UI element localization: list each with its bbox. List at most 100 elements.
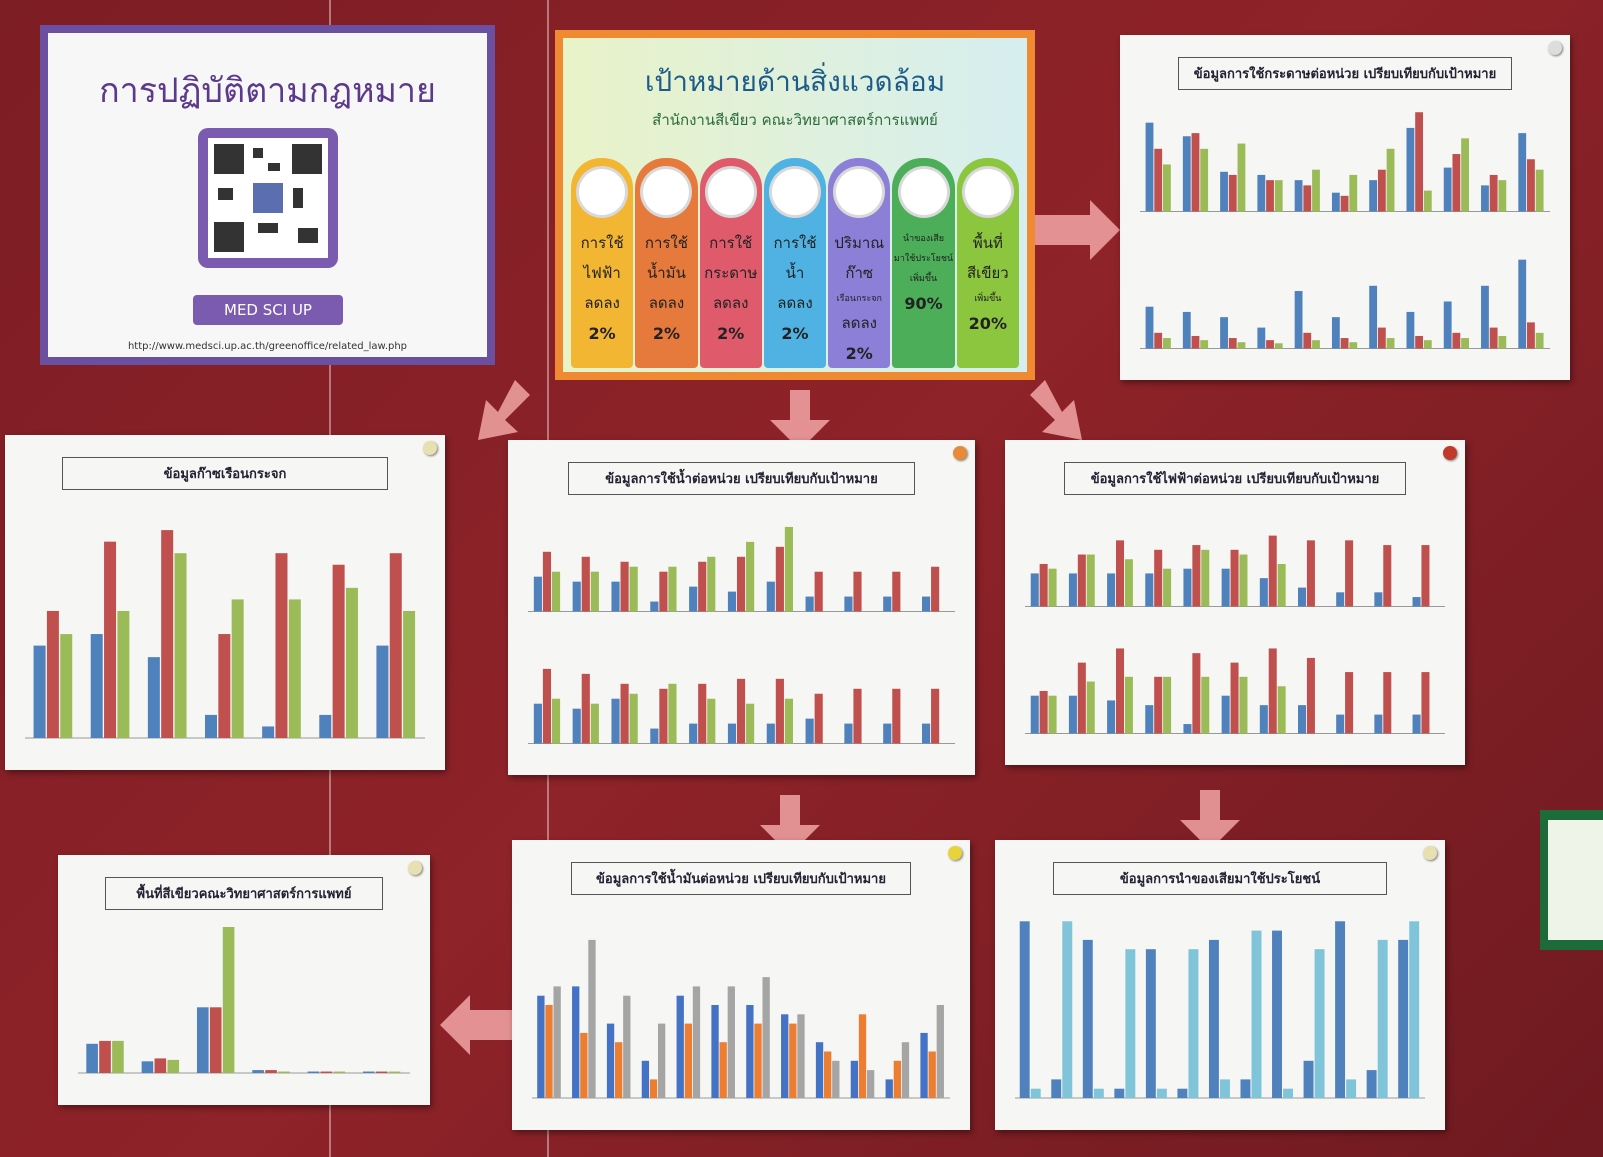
- bar: [658, 1024, 665, 1098]
- bar: [1266, 180, 1274, 211]
- goal-title: เป้าหมายด้านสิ่งแวดล้อม: [563, 38, 1027, 104]
- bar: [1192, 335, 1200, 348]
- goal-line: สีเขียว: [967, 261, 1009, 285]
- bar: [275, 553, 287, 738]
- goal-line: ไฟฟ้า: [584, 261, 621, 285]
- bar: [1312, 340, 1320, 348]
- bar: [289, 599, 301, 738]
- bar: [1177, 1089, 1187, 1098]
- bulletin-board: การปฏิบัติตามกฎหมาย MED SCI UP http://ww…: [0, 0, 1603, 1157]
- goal-line: ปริมาณ: [834, 231, 884, 255]
- bar: [746, 542, 754, 612]
- bar: [534, 703, 542, 743]
- bar: [1307, 540, 1315, 606]
- bar: [1421, 545, 1429, 606]
- bar: [1157, 1089, 1167, 1098]
- bar: [1490, 175, 1498, 212]
- pin: [1423, 846, 1437, 860]
- qr-title: การปฏิบัติตามกฎหมาย: [48, 33, 487, 117]
- bar: [1461, 338, 1469, 348]
- bar: [1083, 940, 1093, 1098]
- bar: [1260, 705, 1268, 733]
- bar: [922, 723, 930, 743]
- bar: [1298, 705, 1306, 733]
- bar: [623, 996, 630, 1098]
- bar: [1278, 686, 1286, 733]
- bar: [1295, 291, 1303, 348]
- bar: [91, 634, 103, 738]
- bar: [167, 1060, 179, 1073]
- bar: [1415, 335, 1423, 348]
- bar: [1087, 681, 1095, 733]
- qr-badge: MED SCI UP: [193, 295, 343, 325]
- paper: ข้อมูลการใช้น้ำมันต่อหน่วย เปรียบเทียบกั…: [512, 840, 970, 1130]
- bar: [1345, 540, 1353, 606]
- goal-line: ลดลง: [713, 291, 748, 315]
- paper-title: ข้อมูลการนำของเสียมาใช้ประโยชน์: [1053, 862, 1387, 895]
- bar: [1229, 175, 1237, 212]
- goal-line: น้ำมัน: [647, 261, 686, 285]
- bar: [902, 1042, 909, 1098]
- bar: [1116, 540, 1124, 606]
- goal-icon: [769, 166, 821, 218]
- bar: [853, 572, 861, 612]
- bar: [1407, 311, 1415, 348]
- bar: [815, 693, 823, 743]
- bar: [1398, 940, 1408, 1098]
- bar: [573, 708, 581, 743]
- bar: [1220, 172, 1228, 212]
- bar: [1260, 578, 1268, 606]
- bar: [333, 1072, 345, 1073]
- goal-line: นำของเสีย: [903, 231, 944, 245]
- bar: [650, 602, 658, 612]
- bar-chart: [1140, 234, 1550, 361]
- bar: [1307, 657, 1315, 733]
- bar: [1220, 317, 1228, 348]
- bar: [1239, 555, 1247, 607]
- bar-chart: [1025, 629, 1445, 746]
- bar: [1378, 170, 1386, 212]
- bar: [668, 683, 676, 743]
- bar: [175, 553, 187, 738]
- bar: [1049, 569, 1057, 607]
- bar: [278, 1072, 290, 1073]
- qr-code: [198, 128, 338, 268]
- bar-chart: [532, 902, 950, 1110]
- bar: [1536, 170, 1544, 212]
- bar: [1349, 342, 1357, 348]
- bar: [252, 1070, 264, 1073]
- bar: [1087, 555, 1095, 607]
- bar: [1269, 536, 1277, 607]
- bar-chart: [25, 497, 425, 750]
- bar: [816, 1042, 823, 1098]
- bar: [1369, 180, 1377, 211]
- bar: [1490, 327, 1498, 348]
- bar: [543, 552, 551, 612]
- bar: [1229, 338, 1237, 348]
- goal-target: 2%: [653, 324, 680, 343]
- bar: [1527, 159, 1535, 211]
- bar: [1222, 695, 1230, 733]
- bar: [319, 715, 331, 738]
- bar: [922, 597, 930, 612]
- goal-line: การใช้: [773, 231, 816, 255]
- bar: [553, 986, 560, 1098]
- bar: [659, 572, 667, 612]
- bar: [1154, 332, 1162, 348]
- bar-chart: [78, 917, 410, 1085]
- bar: [1163, 569, 1171, 607]
- bar: [920, 1033, 927, 1098]
- bar: [1452, 154, 1460, 211]
- goal-line: น้ำ: [786, 261, 805, 285]
- bar: [321, 1072, 333, 1073]
- bar: [659, 688, 667, 743]
- bar: [929, 1052, 936, 1099]
- bar: [630, 567, 638, 612]
- bar: [1369, 285, 1377, 348]
- bar: [689, 587, 697, 612]
- paper: ข้อมูลการใช้ไฟฟ้าต่อหน่วย เปรียบเทียบกับ…: [1005, 440, 1465, 765]
- bar: [1498, 180, 1506, 211]
- bar: [1107, 700, 1115, 733]
- bar: [1183, 569, 1191, 607]
- bar: [737, 557, 745, 612]
